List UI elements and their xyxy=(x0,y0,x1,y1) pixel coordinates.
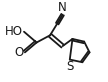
Text: O: O xyxy=(15,46,24,59)
Text: HO: HO xyxy=(5,25,23,38)
Text: S: S xyxy=(66,60,73,73)
Text: N: N xyxy=(58,1,67,14)
